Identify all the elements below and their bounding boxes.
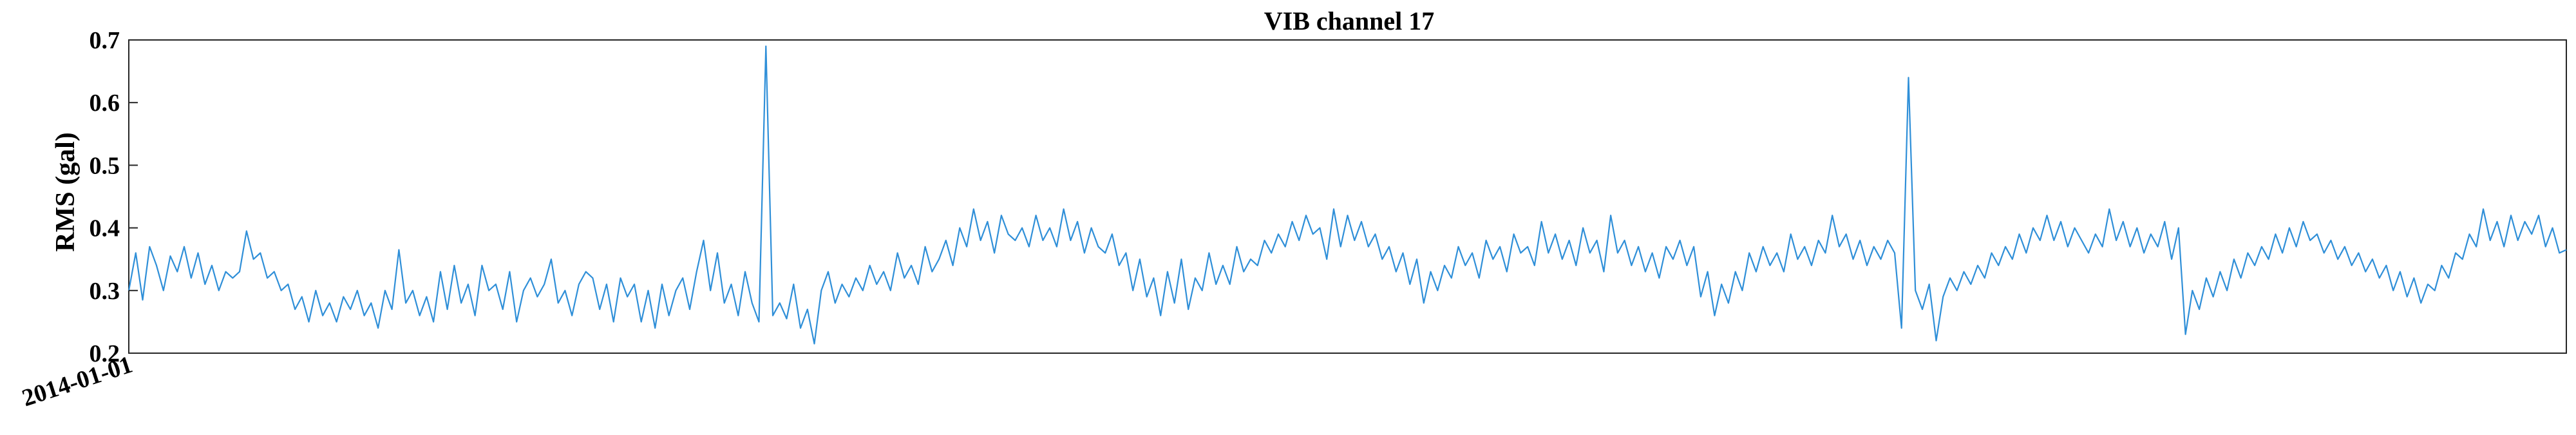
plot-axes xyxy=(128,39,2567,354)
x-tick-label: 2014-01-01 xyxy=(19,351,136,412)
y-axis-label: RMS (gal) xyxy=(51,132,80,251)
y-tick-label: 0.7 xyxy=(90,27,120,54)
y-tick-label: 0.2 xyxy=(90,340,120,367)
y-tick-label: 0.4 xyxy=(90,215,120,242)
plot-frame xyxy=(128,39,2567,354)
series-line xyxy=(128,45,2567,345)
y-tick-label: 0.3 xyxy=(90,278,120,305)
y-tick-label: 0.5 xyxy=(90,152,120,179)
chart-title: VIB channel 17 xyxy=(1264,6,1435,35)
y-tick-label: 0.6 xyxy=(90,90,120,117)
y-axis-ticks: 0.2 0.3 0.4 0.5 0.6 0.7 xyxy=(90,27,138,367)
x-axis-ticks: 2014-01-01 xyxy=(19,351,136,412)
